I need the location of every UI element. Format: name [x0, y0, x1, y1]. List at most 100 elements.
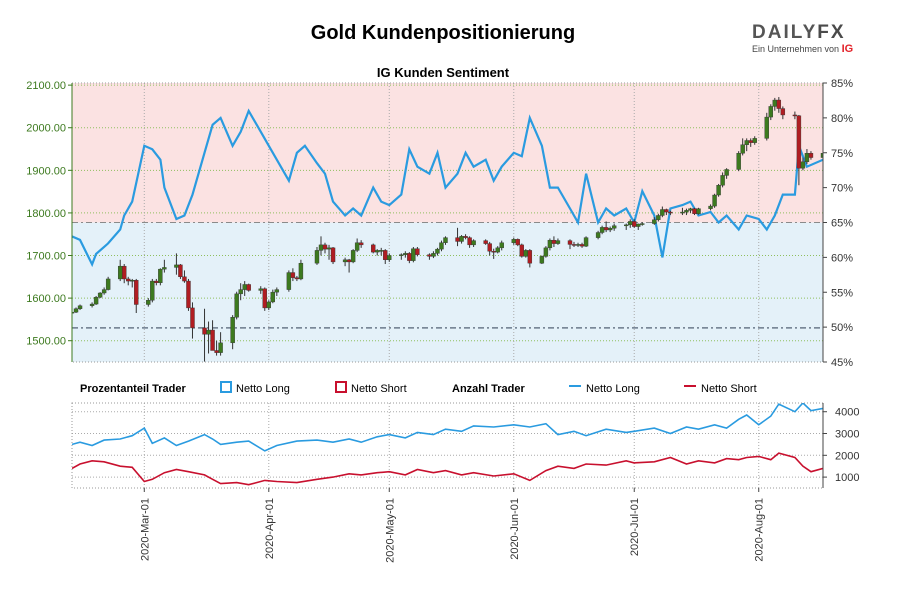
price-candle [483, 239, 488, 245]
sentiment-short-zone [72, 83, 823, 223]
candle-body [776, 99, 782, 109]
price-candle [780, 106, 786, 120]
sentiment-subtitle: IG Kunden Sentiment [377, 65, 510, 80]
price-candle [499, 240, 504, 251]
price-candle [262, 287, 267, 311]
price-candle [800, 157, 806, 171]
candle-body [186, 280, 191, 309]
candle-body [764, 116, 769, 139]
candle-body [270, 291, 276, 303]
price-candle [435, 247, 440, 256]
price-candle [383, 249, 388, 265]
candle-body [519, 244, 524, 257]
candle-body [575, 244, 581, 246]
price-candle [611, 223, 617, 231]
price-candle [387, 253, 392, 262]
price-candle [495, 246, 500, 254]
candle-body [792, 114, 798, 117]
candle-body [800, 161, 806, 169]
date-tick-label: 2020-Mar-01 [139, 498, 151, 561]
price-candle [218, 332, 223, 356]
candle-body [383, 250, 388, 260]
price-candle [684, 208, 689, 216]
candle-body [515, 239, 520, 246]
candle-body [298, 262, 304, 280]
candle-body [230, 317, 235, 344]
candle-body [752, 138, 757, 143]
candle-body [680, 211, 685, 214]
candle-body [455, 237, 460, 242]
percent-axis: 45% 50% 55% 60% 65% 70% 75% 80% 85% [823, 78, 853, 369]
price-candle [724, 168, 729, 179]
candle-body [439, 242, 444, 250]
candle-body [218, 342, 223, 353]
reference-lines [72, 222, 823, 329]
candle-body [483, 240, 488, 244]
count-tick-label: 1000 [835, 472, 859, 484]
candle-body [122, 265, 127, 280]
percent-tick-label: 50% [831, 322, 853, 334]
candle-body [808, 153, 814, 158]
price-candle [796, 114, 802, 186]
candle-body [539, 256, 545, 264]
candle-body [314, 250, 320, 264]
candle-body [692, 208, 697, 214]
candle-body [178, 264, 183, 278]
price-candle [274, 287, 280, 296]
dailyfx-logo[interactable]: DAILYFX Ein Unternehmen von IG [752, 22, 872, 62]
price-tick-label: 1600.00 [26, 293, 66, 305]
candle-body [158, 268, 163, 283]
candle-body [607, 228, 613, 231]
candle-body [126, 278, 131, 282]
candle-body [97, 292, 103, 298]
candle-body [567, 240, 573, 245]
candle-body [652, 219, 657, 224]
price-candle [89, 302, 95, 308]
candle-body [162, 267, 167, 270]
price-tick-label: 1900.00 [26, 165, 66, 177]
candle-body [443, 237, 448, 243]
candle-body [238, 289, 243, 295]
candle-body [290, 272, 296, 278]
price-candle [595, 230, 601, 240]
candle-body [463, 236, 468, 238]
price-candle [77, 304, 83, 311]
candle-body [202, 327, 207, 335]
count-tick-label: 3000 [835, 429, 859, 441]
price-candle [636, 223, 641, 230]
candle-body [407, 253, 412, 261]
price-candle [539, 255, 545, 265]
price-candle [266, 300, 271, 311]
price-candle [350, 249, 356, 264]
price-tick-label: 1500.00 [26, 336, 66, 348]
candle-body [716, 185, 721, 196]
price-candle [134, 278, 139, 314]
candle-body [640, 223, 645, 225]
price-candle [792, 111, 798, 120]
price-candle [640, 222, 645, 226]
price-candle [178, 264, 183, 279]
candle-body [571, 244, 577, 246]
legend-pct-long-label: Netto Long [236, 383, 290, 395]
price-candle [186, 278, 191, 311]
date-axis: 2020-Mar-01 2020-Apr-01 2020-May-01 2020-Ju… [139, 488, 766, 563]
candle-body [487, 243, 492, 252]
candle-body [403, 253, 408, 255]
candle-body [660, 209, 665, 216]
price-candle [122, 264, 127, 284]
price-candle [660, 206, 665, 218]
price-candle [820, 151, 823, 160]
candle-body [435, 248, 440, 254]
price-candle [768, 104, 773, 121]
candle-body [599, 227, 605, 233]
candle-body [415, 248, 420, 255]
price-candle [776, 97, 782, 113]
price-candle [286, 270, 292, 292]
candle-body [579, 244, 585, 247]
candle-body [174, 264, 179, 268]
price-candle [459, 235, 464, 244]
candle-body [134, 280, 139, 305]
candle-body [387, 255, 392, 260]
legend-pct-short-label: Netto Short [351, 383, 407, 395]
candle-body [431, 253, 436, 257]
